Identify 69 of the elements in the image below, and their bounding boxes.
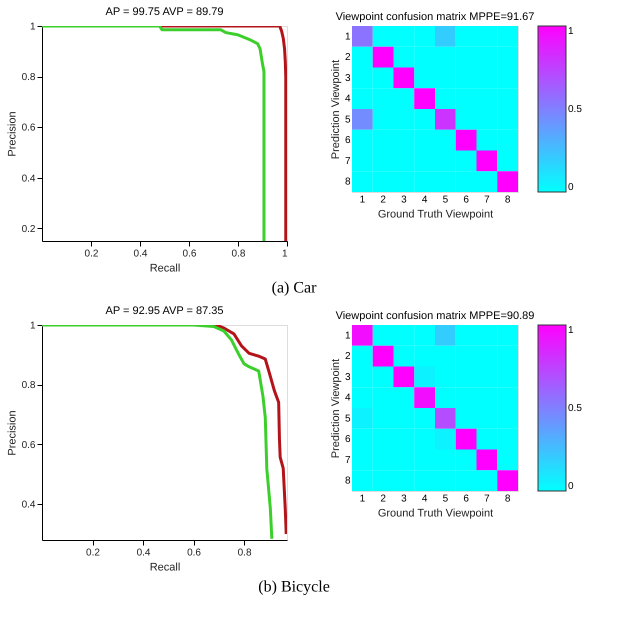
y-tick-label: 0.6 — [22, 440, 36, 451]
text: (b) Bicycle — [258, 578, 330, 596]
x-tick-label: 4 — [422, 194, 428, 206]
color-bar-label: 0.5 — [568, 403, 582, 414]
y-tick-label: 6 — [344, 434, 351, 446]
x-tick-label: 3 — [401, 194, 408, 206]
color-bar-label: 0 — [568, 481, 574, 492]
y-tick-label: 2 — [344, 52, 351, 64]
y-tick-label: 7 — [344, 454, 351, 466]
y-axis-title: Precision — [6, 111, 19, 157]
x-tick-label: 7 — [484, 494, 490, 504]
y-tick-label: 2 — [344, 351, 351, 362]
y-tick-label: 4 — [344, 94, 351, 105]
y-tick-label: 0.2 — [22, 224, 36, 235]
y-tick-label: 1 — [344, 330, 351, 342]
x-tick-label: 1 — [360, 194, 366, 206]
y-tick-label: 5 — [344, 413, 351, 424]
y-axis-title: Prediction Viewpoint — [330, 60, 342, 160]
x-tick-label: 3 — [401, 494, 408, 504]
chart-title: AP = 99.75 AVP = 89.79 — [105, 6, 224, 18]
x-tick-label: 0.2 — [86, 548, 100, 558]
x-tick-label: 6 — [463, 194, 470, 206]
x-tick-label: 8 — [504, 194, 511, 206]
x-tick-label: 0.6 — [187, 548, 202, 558]
x-tick-label: 1 — [360, 494, 366, 504]
x-tick-label: 7 — [484, 194, 490, 206]
color-bar-label: 0 — [568, 182, 574, 193]
x-tick-label: 2 — [380, 494, 386, 504]
y-tick-label: 8 — [344, 176, 351, 188]
y-tick-label: 1 — [344, 31, 351, 42]
x-tick-label: 5 — [442, 194, 449, 206]
color-bar-label: 1 — [568, 26, 574, 37]
x-tick-label: 4 — [422, 494, 428, 504]
x-axis-title: Ground Truth Viewpoint — [378, 208, 494, 220]
y-tick-label: 3 — [344, 72, 351, 84]
y-tick-label: 5 — [344, 114, 351, 126]
x-tick-label: 0.2 — [84, 248, 99, 260]
y-tick-label: 6 — [344, 135, 351, 146]
y-tick-label: 7 — [344, 156, 351, 167]
y-tick-label: 0.8 — [22, 72, 36, 84]
x-tick-label: 1 — [282, 248, 288, 260]
x-axis-title: Recall — [150, 262, 180, 274]
y-tick-label: 1 — [30, 22, 36, 32]
text: (a) Car — [272, 280, 318, 296]
x-tick-label: 0.6 — [182, 248, 197, 260]
x-axis-title: Ground Truth Viewpoint — [378, 508, 494, 520]
x-tick-label: 0.4 — [136, 548, 151, 558]
chart-title: AP = 92.95 AVP = 87.35 — [105, 305, 224, 317]
chart-title: Viewpoint confusion matrix MPPE=90.89 — [336, 310, 534, 322]
color-bar-label: 0.5 — [568, 104, 582, 115]
y-tick-label: 0.6 — [22, 122, 36, 134]
x-axis-title: Recall — [150, 562, 180, 574]
y-tick-label: 0.4 — [22, 173, 36, 184]
x-tick-label: 5 — [442, 494, 449, 504]
y-tick-label: 4 — [344, 392, 351, 404]
color-bar-label: 1 — [568, 325, 574, 336]
y-axis-title: Precision — [6, 410, 19, 456]
x-tick-label: 8 — [504, 494, 511, 504]
chart-title: Viewpoint confusion matrix MPPE=91.67 — [336, 11, 534, 23]
y-tick-label: 1 — [30, 320, 36, 332]
x-tick-label: 0.8 — [238, 548, 252, 558]
x-tick-label: 0.8 — [232, 248, 246, 260]
x-tick-label: 6 — [463, 494, 470, 504]
x-tick-label: 0.4 — [134, 248, 148, 260]
y-tick-label: 8 — [344, 476, 351, 487]
y-tick-label: 0.8 — [22, 380, 36, 392]
x-tick-label: 2 — [380, 194, 386, 206]
y-tick-label: 3 — [344, 372, 351, 383]
y-axis-title: Prediction Viewpoint — [330, 358, 342, 458]
